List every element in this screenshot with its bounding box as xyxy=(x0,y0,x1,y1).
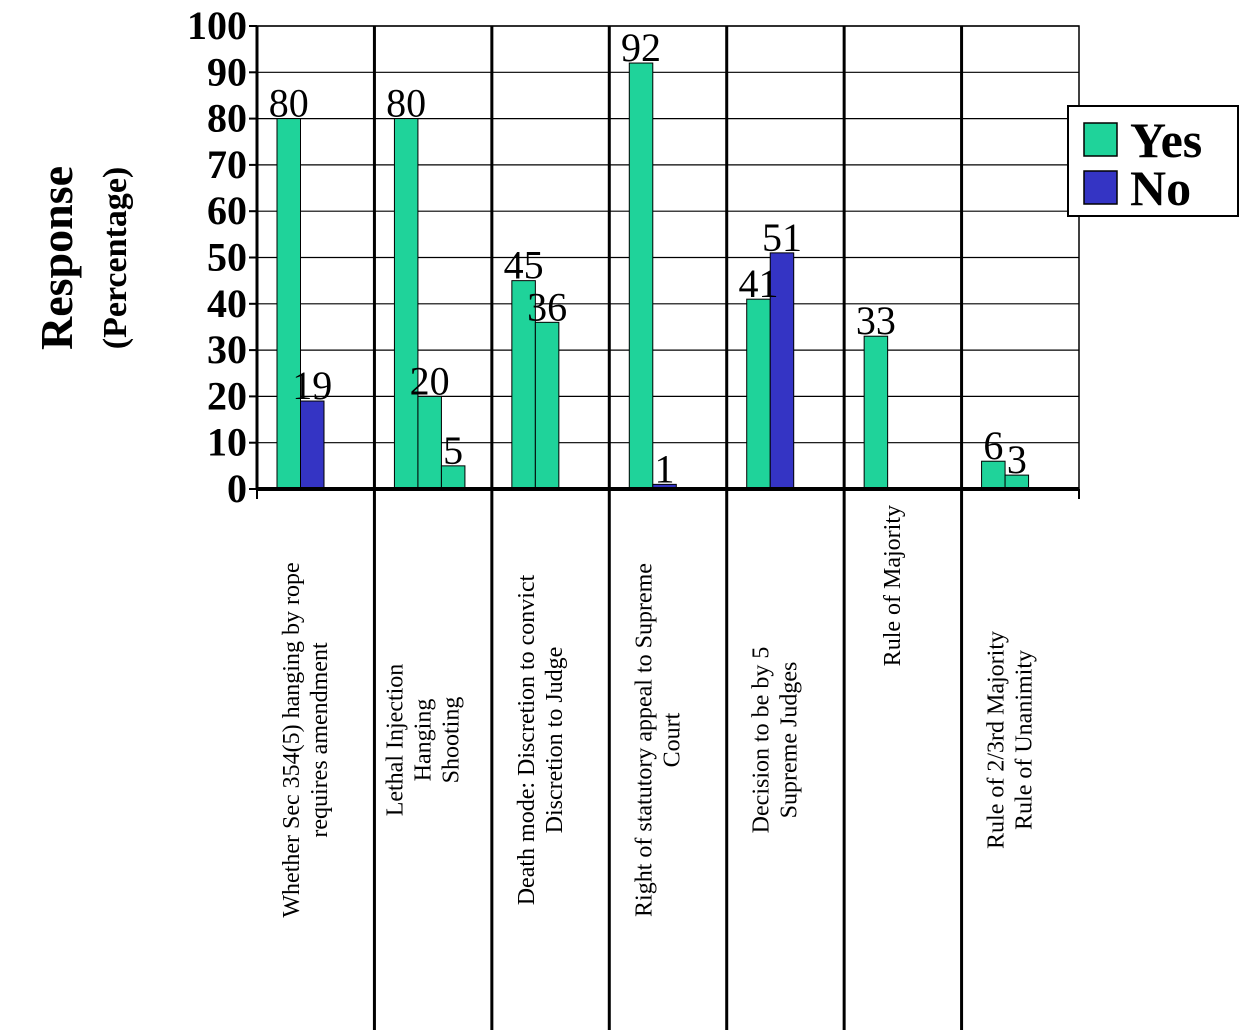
y-tick-label: 30 xyxy=(207,327,247,372)
data-label: 80 xyxy=(269,81,309,126)
data-label: 19 xyxy=(292,363,332,408)
data-label: 41 xyxy=(738,261,778,306)
y-tick-label: 90 xyxy=(207,49,247,94)
y-tick-label: 100 xyxy=(187,3,247,48)
y-tick-label: 80 xyxy=(207,96,247,141)
legend-label: Yes xyxy=(1130,112,1202,168)
category-label: Rule of 2/3rd MajorityRule of Unanimity xyxy=(984,631,1038,849)
bar xyxy=(628,62,654,490)
y-tick-label: 70 xyxy=(207,142,247,187)
y-tick-label: 20 xyxy=(207,373,247,418)
y-axis-title: Response xyxy=(31,166,82,350)
data-label: 6 xyxy=(983,423,1003,468)
bar xyxy=(393,118,419,490)
bar xyxy=(534,321,560,490)
data-label: 3 xyxy=(1007,437,1027,482)
category-label: Rule of Majority xyxy=(880,505,906,666)
data-label: 1 xyxy=(655,446,675,491)
bar xyxy=(276,118,301,490)
y-tick-label: 10 xyxy=(207,420,247,465)
y-tick-label: 40 xyxy=(207,281,247,326)
bar xyxy=(863,335,889,490)
data-label: 80 xyxy=(386,81,426,126)
data-label: 51 xyxy=(762,215,802,260)
data-label: 92 xyxy=(621,25,661,70)
legend-swatch xyxy=(1083,122,1118,157)
data-label: 45 xyxy=(504,243,544,288)
bar xyxy=(300,400,325,490)
legend-swatch xyxy=(1083,170,1118,205)
category-label: Death mode: Discretion to convictDiscret… xyxy=(514,574,568,905)
category-label: Decision to be by 5Supreme Judges xyxy=(749,647,803,834)
y-tick-label: 60 xyxy=(207,188,247,233)
y-axis-subtitle: (Percentage) xyxy=(97,167,134,349)
legend-label: No xyxy=(1130,160,1191,216)
y-tick-label: 50 xyxy=(207,235,247,280)
category-label: Lethal InjectionHangingShooting xyxy=(382,664,464,817)
category-label: Right of statutory appeal to SupremeCour… xyxy=(631,563,685,917)
data-label: 36 xyxy=(527,284,567,329)
data-label: 20 xyxy=(410,358,450,403)
bar xyxy=(746,298,771,490)
category-label: Whether Sec 354(5) hanging by roperequir… xyxy=(279,562,333,917)
data-label: 33 xyxy=(856,298,896,343)
bar xyxy=(417,395,442,490)
y-tick-label: 0 xyxy=(227,466,247,511)
data-label: 5 xyxy=(443,428,463,473)
